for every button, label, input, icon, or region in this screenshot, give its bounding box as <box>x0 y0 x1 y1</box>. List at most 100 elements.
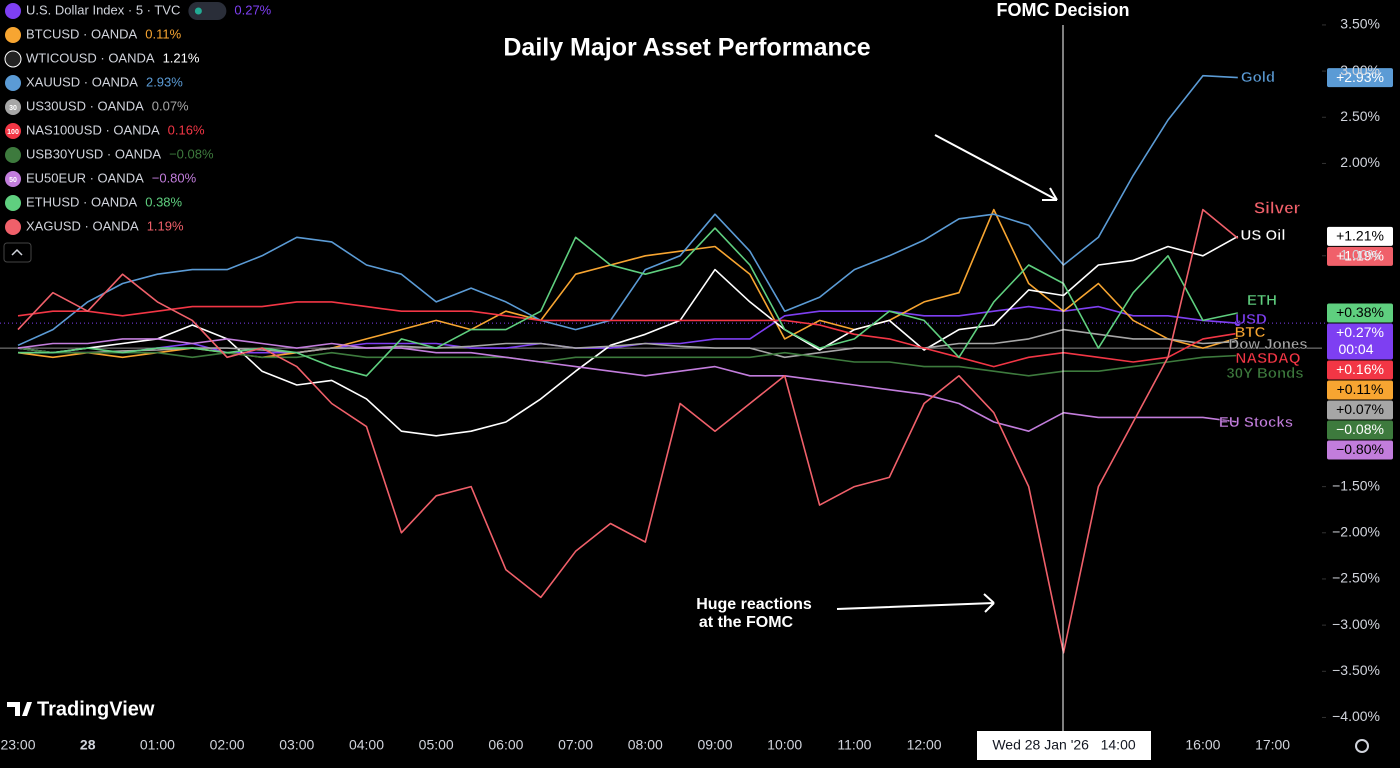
series-name: US Oil <box>1240 227 1285 244</box>
value-badge <box>1327 303 1393 323</box>
annotation: Huge reactions <box>696 596 812 613</box>
legend-icon <box>5 195 21 211</box>
legend-symbol: BTCUSD · OANDA <box>26 26 138 41</box>
series-name: EU Stocks <box>1219 414 1293 431</box>
x-tick-label: 03:00 <box>279 737 314 753</box>
collapse-icon <box>11 248 23 256</box>
legend-symbol: USB30YUSD · OANDA <box>26 146 161 161</box>
value-badge <box>1327 323 1393 360</box>
x-tick-label: 28 <box>80 737 96 753</box>
legend-symbol: ETHUSD · OANDA <box>26 194 138 209</box>
arrow <box>934 134 1058 201</box>
crosshair-label: Wed 28 Jan '26 14:00 <box>992 737 1136 753</box>
legend-icon <box>5 27 21 43</box>
value-badge <box>1327 400 1393 420</box>
legend-icon <box>5 123 21 139</box>
value-badge <box>1327 420 1393 440</box>
status-dot <box>194 7 202 15</box>
value-badge <box>1327 246 1393 266</box>
x-tick-label: 10:00 <box>767 737 802 753</box>
value-badge-label: +0.38% <box>1336 304 1384 320</box>
y-tick-label: −2.00% <box>1332 523 1380 539</box>
settings-icon[interactable] <box>1355 739 1369 753</box>
x-tick-label: 05:00 <box>419 737 454 753</box>
series-name: USD <box>1235 311 1267 328</box>
legend-icon <box>5 171 21 187</box>
legend-symbol: NAS100USD · OANDA <box>26 122 160 137</box>
series-name: Gold <box>1241 69 1275 86</box>
brand-name: TradingView <box>37 698 155 720</box>
annotation: at the FOMC <box>699 614 794 631</box>
last-point <box>1234 320 1241 327</box>
status-pill <box>188 2 227 20</box>
value-badge-label: +0.27% <box>1336 324 1384 340</box>
legend-icon-label: 50 <box>9 177 17 184</box>
value-badge <box>1327 226 1393 246</box>
lines <box>17 74 1241 654</box>
annotation: FOMC Decision <box>996 0 1129 20</box>
series-name: Dow Jones <box>1228 336 1307 353</box>
y-tick-label: −4.00% <box>1332 708 1380 724</box>
value-badge-label: −0.80% <box>1336 441 1384 457</box>
legend-symbol: XAUUSD · OANDA <box>26 74 138 89</box>
y-tick-label: 2.00% <box>1340 154 1380 170</box>
legend-symbol: U.S. Dollar Index · 5 · TVC <box>26 2 180 17</box>
series-line <box>17 338 1238 432</box>
legend-value: 0.38% <box>145 194 182 209</box>
series-line <box>17 74 1238 347</box>
value-badge <box>1327 440 1393 460</box>
series-line <box>17 347 1238 377</box>
value-badge-label: +1.21% <box>1336 228 1384 244</box>
value-badge <box>1327 68 1393 88</box>
series-line <box>17 235 1239 437</box>
value-badge <box>1327 360 1393 380</box>
legend-value: 1.19% <box>147 218 184 233</box>
series-name: NASDAQ <box>1235 350 1300 367</box>
brand: TradingView <box>7 698 155 720</box>
legend-value: 1.21% <box>163 50 200 65</box>
legend-symbol: EU50EUR · OANDA <box>26 170 144 185</box>
arrow <box>836 593 995 613</box>
crosshair-label-bg <box>977 731 1151 760</box>
series-line <box>17 301 1238 368</box>
series-line <box>18 328 1238 359</box>
x-tick-label: 16:00 <box>1185 737 1220 753</box>
legend-symbol: US30USD · OANDA <box>26 98 144 113</box>
series-name: 30Y Bonds <box>1226 365 1303 382</box>
brand-logo <box>7 702 32 716</box>
x-tick-label: 01:00 <box>140 737 175 753</box>
legend: U.S. Dollar Index · 5 · TVC 0.27% BTCUSD ·… <box>4 2 272 235</box>
x-tick-label: 08:00 <box>628 737 663 753</box>
legend-value: 0.27% <box>234 2 271 17</box>
x-tick-label: 02:00 <box>210 737 245 753</box>
legend-value: −0.80% <box>152 170 197 185</box>
value-badge-label: +1.19% <box>1336 248 1384 264</box>
legend-icon <box>5 99 21 115</box>
countdown: 00:04 <box>1338 341 1373 357</box>
series-line <box>17 208 1239 654</box>
badges: +2.93% +1.21% +1.19% +0.38% +0.27%00:04 +0.16… <box>1327 68 1393 460</box>
x-tick-label: 04:00 <box>349 737 384 753</box>
legend-value: 0.11% <box>145 26 181 41</box>
value-badge-label: −0.08% <box>1336 421 1384 437</box>
legend-icon-label: 100 <box>7 129 19 136</box>
value-badge-label: +2.93% <box>1336 69 1384 85</box>
y-tick-label: 3.00% <box>1340 62 1380 78</box>
y-tick-label: −3.50% <box>1332 662 1380 678</box>
collapse-button[interactable] <box>3 242 32 263</box>
value-badge-label: +0.07% <box>1336 401 1384 417</box>
legend-icon <box>4 50 22 68</box>
x-tick-label: 17:00 <box>1255 737 1290 753</box>
legend-icon <box>5 75 21 91</box>
legend-icon <box>5 147 21 163</box>
series-name: BTC <box>1235 324 1266 341</box>
value-badge <box>1327 380 1393 400</box>
chart-title: Daily Major Asset Performance <box>503 34 870 62</box>
x-tick-label: 07:00 <box>558 737 593 753</box>
legend-value: −0.08% <box>169 146 214 161</box>
x-tick-label: 23:00 <box>0 737 35 753</box>
legend-value: 0.16% <box>168 122 205 137</box>
